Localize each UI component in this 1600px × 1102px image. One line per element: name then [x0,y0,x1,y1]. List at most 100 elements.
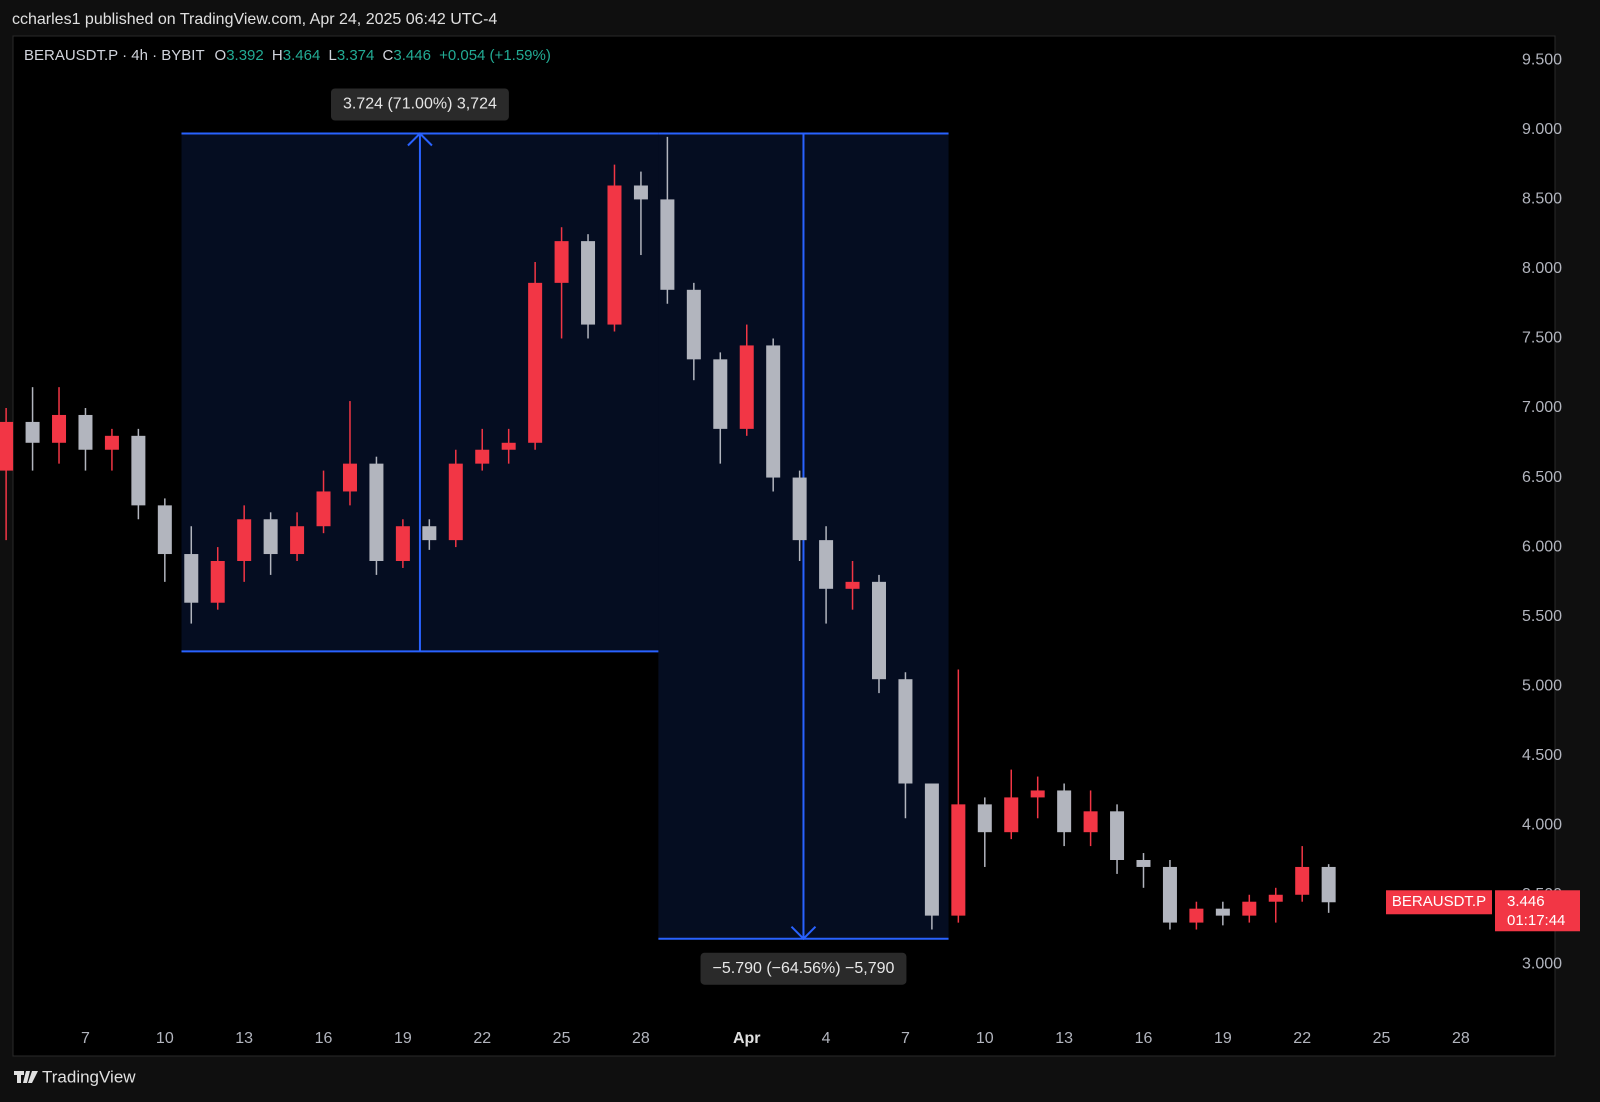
x-tick-label: 25 [553,1030,571,1047]
last-price-countdown: 01:17:44 [1507,912,1565,929]
candle-body [554,241,569,283]
candle-body [766,345,781,478]
candle-body [1242,901,1257,916]
candle-body [871,581,886,680]
y-tick-label: 8.500 [1522,191,1562,208]
candle-body [316,491,331,527]
x-tick-label: 7 [901,1030,910,1047]
x-tick-label: 16 [315,1030,333,1047]
candle-body [210,560,225,603]
legend-value: 3.392 [226,47,264,64]
candle-body [686,289,701,360]
candle-body [633,185,648,200]
candle-body [898,679,913,784]
candle-body [1268,894,1283,902]
candle-body [263,519,278,555]
measure-label-bg [700,952,907,985]
footer: TradingView [42,1067,136,1086]
candle-body [1295,866,1310,895]
candle-body [501,442,516,450]
y-tick-label: 7.500 [1522,330,1562,347]
legend-label: H [272,47,283,64]
x-tick-label: 4 [822,1030,831,1047]
measure-label: 3.724 (71.00%) 3,724 [343,96,497,113]
y-tick-label: 6.500 [1522,469,1562,486]
x-tick-label: 13 [235,1030,253,1047]
plot: 3.0003.5004.0004.5005.0005.5006.0006.500… [0,52,1580,1047]
legend-change: +0.054 (+1.59%) [439,47,551,64]
candle-body [739,345,754,429]
legend: BERAUSDT.P · 4h · BYBIT O3.392 H3.464 L3… [24,47,551,64]
legend-value: 3.374 [337,47,375,64]
last-price-symbol: BERAUSDT.P [1392,893,1486,910]
candle-body [977,804,992,833]
last-price-value: 3.446 [1507,893,1545,910]
legend-label: O [215,47,227,64]
candle-body [0,421,14,471]
x-tick-label: Apr [733,1030,761,1047]
x-tick-label: 28 [1452,1030,1470,1047]
x-tick-label: 19 [1214,1030,1232,1047]
legend-symbol: BERAUSDT.P · 4h · BYBIT [24,47,204,64]
candle-body [25,421,40,443]
candle-body [819,540,834,589]
header: ccharles1 published on TradingView.com, … [12,11,497,28]
legend-label: C [383,47,394,64]
candle-body [422,526,437,541]
candle-body [395,526,410,561]
arrow-head [407,132,433,147]
y-tick-label: 4.000 [1522,816,1562,833]
candle-body [1189,908,1204,923]
x-tick-label: 28 [632,1030,650,1047]
x-tick-label: 7 [81,1030,90,1047]
candle-body [78,414,93,450]
candle-body [1321,866,1336,903]
x-tick-label: 22 [473,1030,491,1047]
candle-body [792,477,807,541]
y-tick-label: 4.500 [1522,747,1562,764]
arrow-head [790,926,817,941]
legend-label: L [328,47,336,64]
y-tick-label: 3.000 [1522,956,1562,973]
candle-body [1110,811,1125,860]
candle-body [104,435,119,450]
measure-label-bg [330,88,509,121]
x-tick-label: 22 [1293,1030,1311,1047]
x-tick-label: 16 [1135,1030,1153,1047]
candle-body [581,241,596,325]
x-tick-label: 10 [156,1030,174,1047]
y-tick-label: 9.500 [1522,52,1562,69]
x-tick-label: 10 [976,1030,994,1047]
y-tick-label: 7.000 [1522,399,1562,416]
footer-logo: TradingView [14,1067,136,1086]
candle-body [1215,908,1230,916]
candle-body [924,783,939,916]
candle-body [184,554,199,603]
candle-body [290,526,305,555]
candle-body [369,463,384,561]
candle-body [1083,811,1098,833]
y-tick-label: 9.000 [1522,121,1562,138]
candle-body [713,359,728,429]
last-price-bg [1495,890,1580,932]
candle-body [157,505,172,555]
candle-body [131,435,146,506]
logo-icon [14,1071,38,1083]
y-tick-label: 6.000 [1522,538,1562,555]
candle-body [1030,790,1045,798]
candle-body [237,519,252,561]
candle-body [342,463,357,492]
legend-value: 3.464 [283,47,321,64]
y-tick-label: 5.500 [1522,608,1562,625]
candle-body [1162,866,1177,923]
candle-body [528,282,543,443]
candle-body [1136,859,1151,867]
candle-body [475,449,490,464]
candle-body [951,804,966,916]
y-tick-label: 8.000 [1522,260,1562,277]
x-tick-label: 19 [394,1030,412,1047]
measure-label: −5.790 (−64.56%) −5,790 [713,960,895,977]
legend-value: 3.446 [393,47,431,64]
